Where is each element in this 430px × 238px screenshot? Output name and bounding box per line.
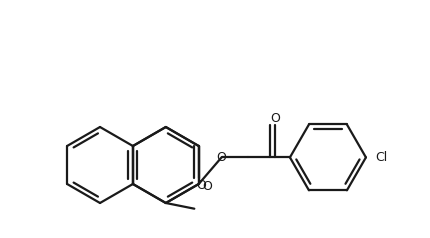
Text: O: O: [270, 112, 280, 125]
Text: O: O: [196, 179, 206, 192]
Text: O: O: [202, 179, 212, 193]
Text: O: O: [217, 151, 227, 164]
Text: Cl: Cl: [375, 151, 387, 164]
